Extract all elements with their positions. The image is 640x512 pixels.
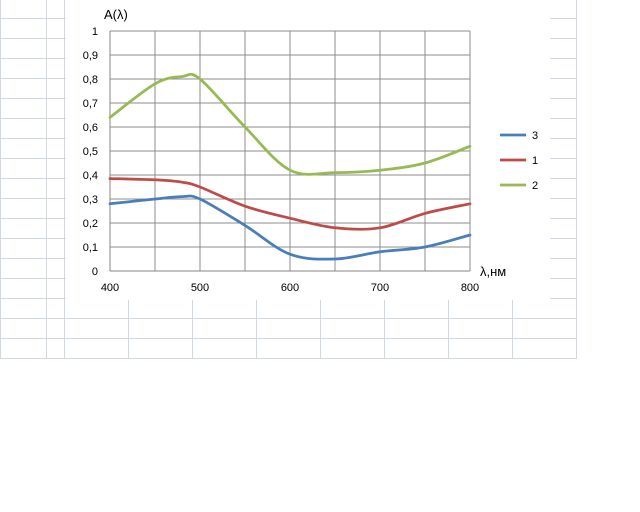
x-tick-label: 800 — [461, 282, 479, 294]
legend-label-2: 2 — [532, 180, 538, 192]
x-tick-labels: 400 500 600 700 800 — [101, 282, 479, 294]
y-tick-labels: 0 0,1 0,2 0,3 0,4 0,5 0,6 0,7 0,8 0,9 1 — [83, 26, 98, 278]
series-line-3 — [108, 194, 472, 261]
series-line-1 — [108, 177, 472, 231]
y-axis-title: A(λ) — [104, 7, 128, 22]
legend-label-1: 1 — [532, 155, 538, 167]
y-tick-label: 0,8 — [83, 74, 98, 86]
x-tick-label: 500 — [191, 282, 209, 294]
legend-label-3: 3 — [532, 130, 538, 142]
y-tick-label: 0 — [92, 266, 98, 278]
y-tick-label: 0,6 — [83, 122, 98, 134]
y-tick-label: 0,5 — [83, 146, 98, 158]
y-tick-label: 0,7 — [83, 98, 98, 110]
x-tick-label: 600 — [281, 282, 299, 294]
chart-area[interactable] — [66, 0, 550, 300]
legend[interactable]: 3 1 2 — [500, 130, 538, 192]
y-tick-label: 1 — [92, 26, 98, 38]
plot-gridlines — [109, 30, 471, 272]
series-line-2 — [108, 72, 472, 176]
series-lines — [108, 72, 472, 261]
x-tick-label: 400 — [101, 282, 119, 294]
y-tick-label: 0,2 — [83, 218, 98, 230]
y-tick-label: 0,9 — [83, 50, 98, 62]
x-axis-title: λ,нм — [480, 264, 506, 279]
y-tick-label: 0,1 — [83, 242, 98, 254]
x-tick-label: 700 — [371, 282, 389, 294]
y-tick-label: 0,3 — [83, 194, 98, 206]
y-tick-label: 0,4 — [83, 170, 98, 182]
